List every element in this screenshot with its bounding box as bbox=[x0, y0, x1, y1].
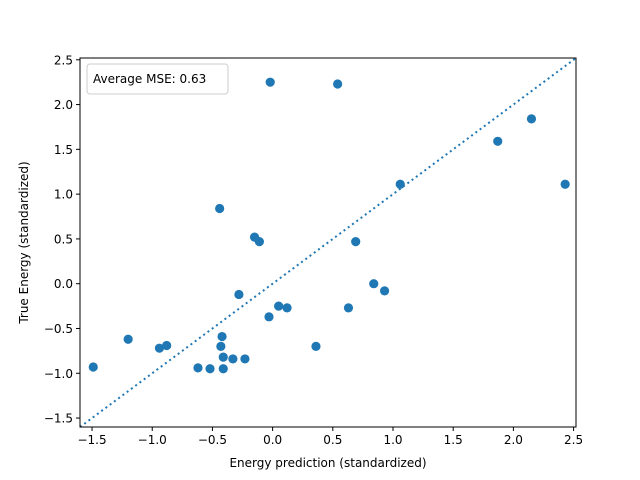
scatter-point bbox=[88, 362, 98, 372]
x-tick-label: 2.0 bbox=[504, 433, 523, 447]
scatter-point bbox=[234, 289, 244, 300]
scatter-point bbox=[193, 363, 203, 373]
scatter-point bbox=[254, 237, 264, 247]
scatter-point bbox=[265, 77, 275, 87]
scatter-point bbox=[218, 364, 228, 374]
scatter-point bbox=[343, 303, 354, 313]
y-tick-label: −1.5 bbox=[44, 412, 73, 426]
scatter-point bbox=[264, 312, 274, 322]
legend-box: Average MSE: 0.63 bbox=[86, 63, 229, 95]
scatter-point bbox=[333, 79, 343, 89]
x-tick-label: 2.5 bbox=[564, 433, 583, 447]
scatter-point bbox=[493, 136, 503, 146]
x-tick-label: 1.5 bbox=[444, 433, 463, 447]
y-tick-label: −0.5 bbox=[44, 322, 73, 336]
scatter-point bbox=[560, 179, 570, 189]
scatter-point bbox=[395, 179, 405, 189]
reference-line bbox=[79, 57, 577, 428]
x-axis-label: Energy prediction (standardized) bbox=[229, 456, 426, 470]
scatter-point bbox=[351, 237, 361, 247]
y-tick-label: 2.0 bbox=[54, 98, 73, 112]
scatter-point bbox=[205, 364, 215, 374]
y-tick-label: 2.5 bbox=[54, 53, 73, 67]
y-axis: −1.5 −1.0 −0.5 0.0 0.5 1.0 1.5 2.0 2.5 bbox=[44, 53, 80, 426]
scatter-point bbox=[282, 303, 292, 313]
scatter-point bbox=[379, 286, 390, 296]
x-tick-label: 0.0 bbox=[263, 433, 282, 447]
y-tick-label: 1.0 bbox=[54, 188, 73, 202]
scatter-point bbox=[228, 354, 238, 364]
y-tick-label: 1.5 bbox=[54, 143, 73, 157]
scatter-point bbox=[311, 341, 321, 351]
scatter-point bbox=[216, 341, 226, 351]
scatter-point bbox=[218, 352, 228, 362]
x-tick-label: −1.5 bbox=[77, 433, 106, 447]
mse-annotation: Average MSE: 0.63 bbox=[93, 72, 206, 86]
x-axis: −1.5 −1.0 −0.5 0.0 0.5 1.0 1.5 2.0 2.5 bbox=[77, 427, 583, 447]
x-tick-label: 0.5 bbox=[323, 433, 342, 447]
scatter-point bbox=[217, 331, 227, 342]
x-tick-label: −0.5 bbox=[198, 433, 227, 447]
plot-area-frame bbox=[79, 57, 577, 428]
scatter-point bbox=[162, 340, 172, 351]
x-tick-label: 1.0 bbox=[383, 433, 402, 447]
scatter-point bbox=[123, 334, 133, 344]
scatter-point bbox=[369, 279, 379, 289]
scatter-point bbox=[274, 301, 284, 311]
y-tick-label: 0.5 bbox=[54, 232, 73, 246]
y-tick-label: −1.0 bbox=[44, 367, 73, 381]
x-tick-label: −1.0 bbox=[138, 433, 167, 447]
reference-line-layer bbox=[79, 57, 577, 428]
legend-frame bbox=[86, 63, 229, 95]
points-layer bbox=[88, 77, 570, 374]
scatter-point bbox=[154, 343, 165, 353]
scatter-point bbox=[240, 354, 250, 364]
scatter-point bbox=[526, 114, 537, 124]
y-tick-label: 0.0 bbox=[54, 277, 73, 291]
scatter-point bbox=[215, 203, 225, 214]
y-axis-label: True Energy (standardized) bbox=[17, 161, 31, 324]
